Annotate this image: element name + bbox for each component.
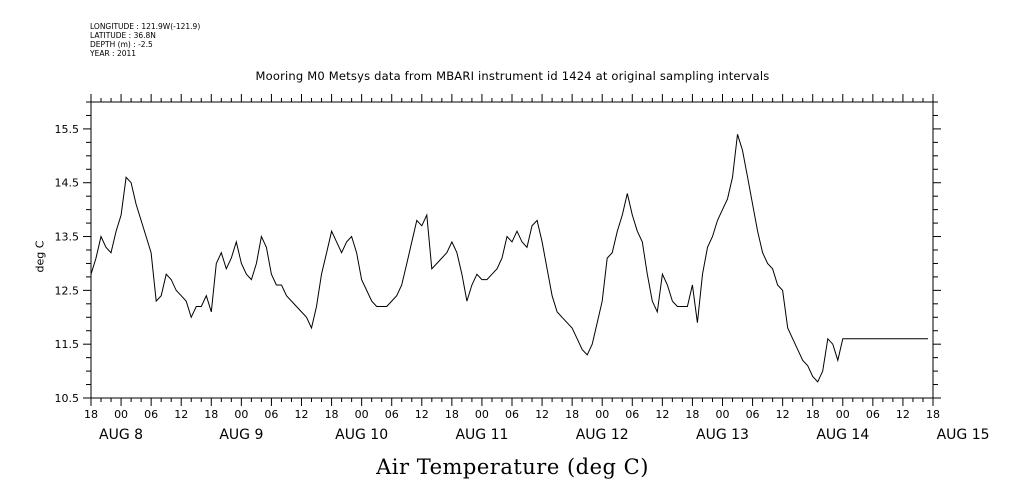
x-tick-label: 06 (625, 408, 639, 421)
y-axis-label: deg C (33, 240, 47, 273)
latitude-text: LATITUDE : 36.8N (90, 31, 156, 40)
x-day-label: AUG 8 (99, 427, 143, 443)
y-tick-label: 15.5 (55, 123, 80, 136)
temperature-series-line (90, 134, 928, 383)
x-day-label: AUG 15 (937, 427, 990, 443)
x-tick-label: 00 (475, 408, 489, 421)
x-tick-label: 12 (415, 408, 429, 421)
station-metadata: LONGITUDE : 121.9W(-121.9) LATITUDE : 36… (90, 22, 200, 58)
x-tick-label: 18 (84, 408, 98, 421)
x-axis-label: Air Temperature (deg C) (376, 455, 649, 479)
x-day-label: AUG 10 (335, 427, 388, 443)
x-tick-label: 06 (505, 408, 519, 421)
longitude-text: LONGITUDE : 121.9W(-121.9) (90, 22, 201, 31)
x-tick-label: 18 (325, 408, 339, 421)
x-tick-label: 18 (565, 408, 579, 421)
x-tick-label: 12 (174, 408, 188, 421)
depth-text: DEPTH (m) : -2.5 (90, 40, 153, 49)
x-tick-label: 00 (234, 408, 248, 421)
x-tick-label: 00 (355, 408, 369, 421)
x-tick-label: 06 (866, 408, 880, 421)
x-day-label: AUG 12 (576, 427, 629, 443)
y-tick-label: 14.5 (55, 177, 80, 190)
x-tick-label: 18 (445, 408, 459, 421)
x-day-label: AUG 13 (696, 427, 749, 443)
x-tick-label: 18 (806, 408, 820, 421)
x-tick-label: 00 (114, 408, 128, 421)
x-tick-label: 06 (264, 408, 278, 421)
y-tick-label: 10.5 (55, 392, 80, 405)
x-tick-label: 18 (204, 408, 218, 421)
x-tick-label: 12 (896, 408, 910, 421)
chart-title: Mooring M0 Metsys data from MBARI instru… (255, 69, 770, 83)
x-tick-label: 06 (746, 408, 760, 421)
y-tick-label: 11.5 (55, 338, 80, 351)
y-tick-label: 12.5 (55, 284, 80, 297)
x-tick-label: 12 (776, 408, 790, 421)
axis-ticks (83, 94, 941, 406)
x-tick-label: 18 (685, 408, 699, 421)
x-tick-label: 18 (926, 408, 940, 421)
tick-labels: 10.5 11.5 12.5 13.5 14.5 15.5 18 00 06 12 18 00 06 12… (55, 123, 990, 443)
x-tick-label: 06 (144, 408, 158, 421)
x-day-label: AUG 14 (816, 427, 869, 443)
plot-frame (90, 101, 934, 399)
x-tick-label: 12 (535, 408, 549, 421)
x-day-label: AUG 11 (455, 427, 508, 443)
x-tick-label: 06 (385, 408, 399, 421)
x-tick-label: 12 (655, 408, 669, 421)
year-text: YEAR : 2011 (90, 49, 137, 58)
x-tick-label: 00 (595, 408, 609, 421)
x-tick-label: 00 (836, 408, 850, 421)
x-day-label: AUG 9 (219, 427, 263, 443)
x-tick-label: 00 (716, 408, 730, 421)
y-tick-label: 13.5 (55, 231, 80, 244)
x-tick-label: 12 (295, 408, 309, 421)
